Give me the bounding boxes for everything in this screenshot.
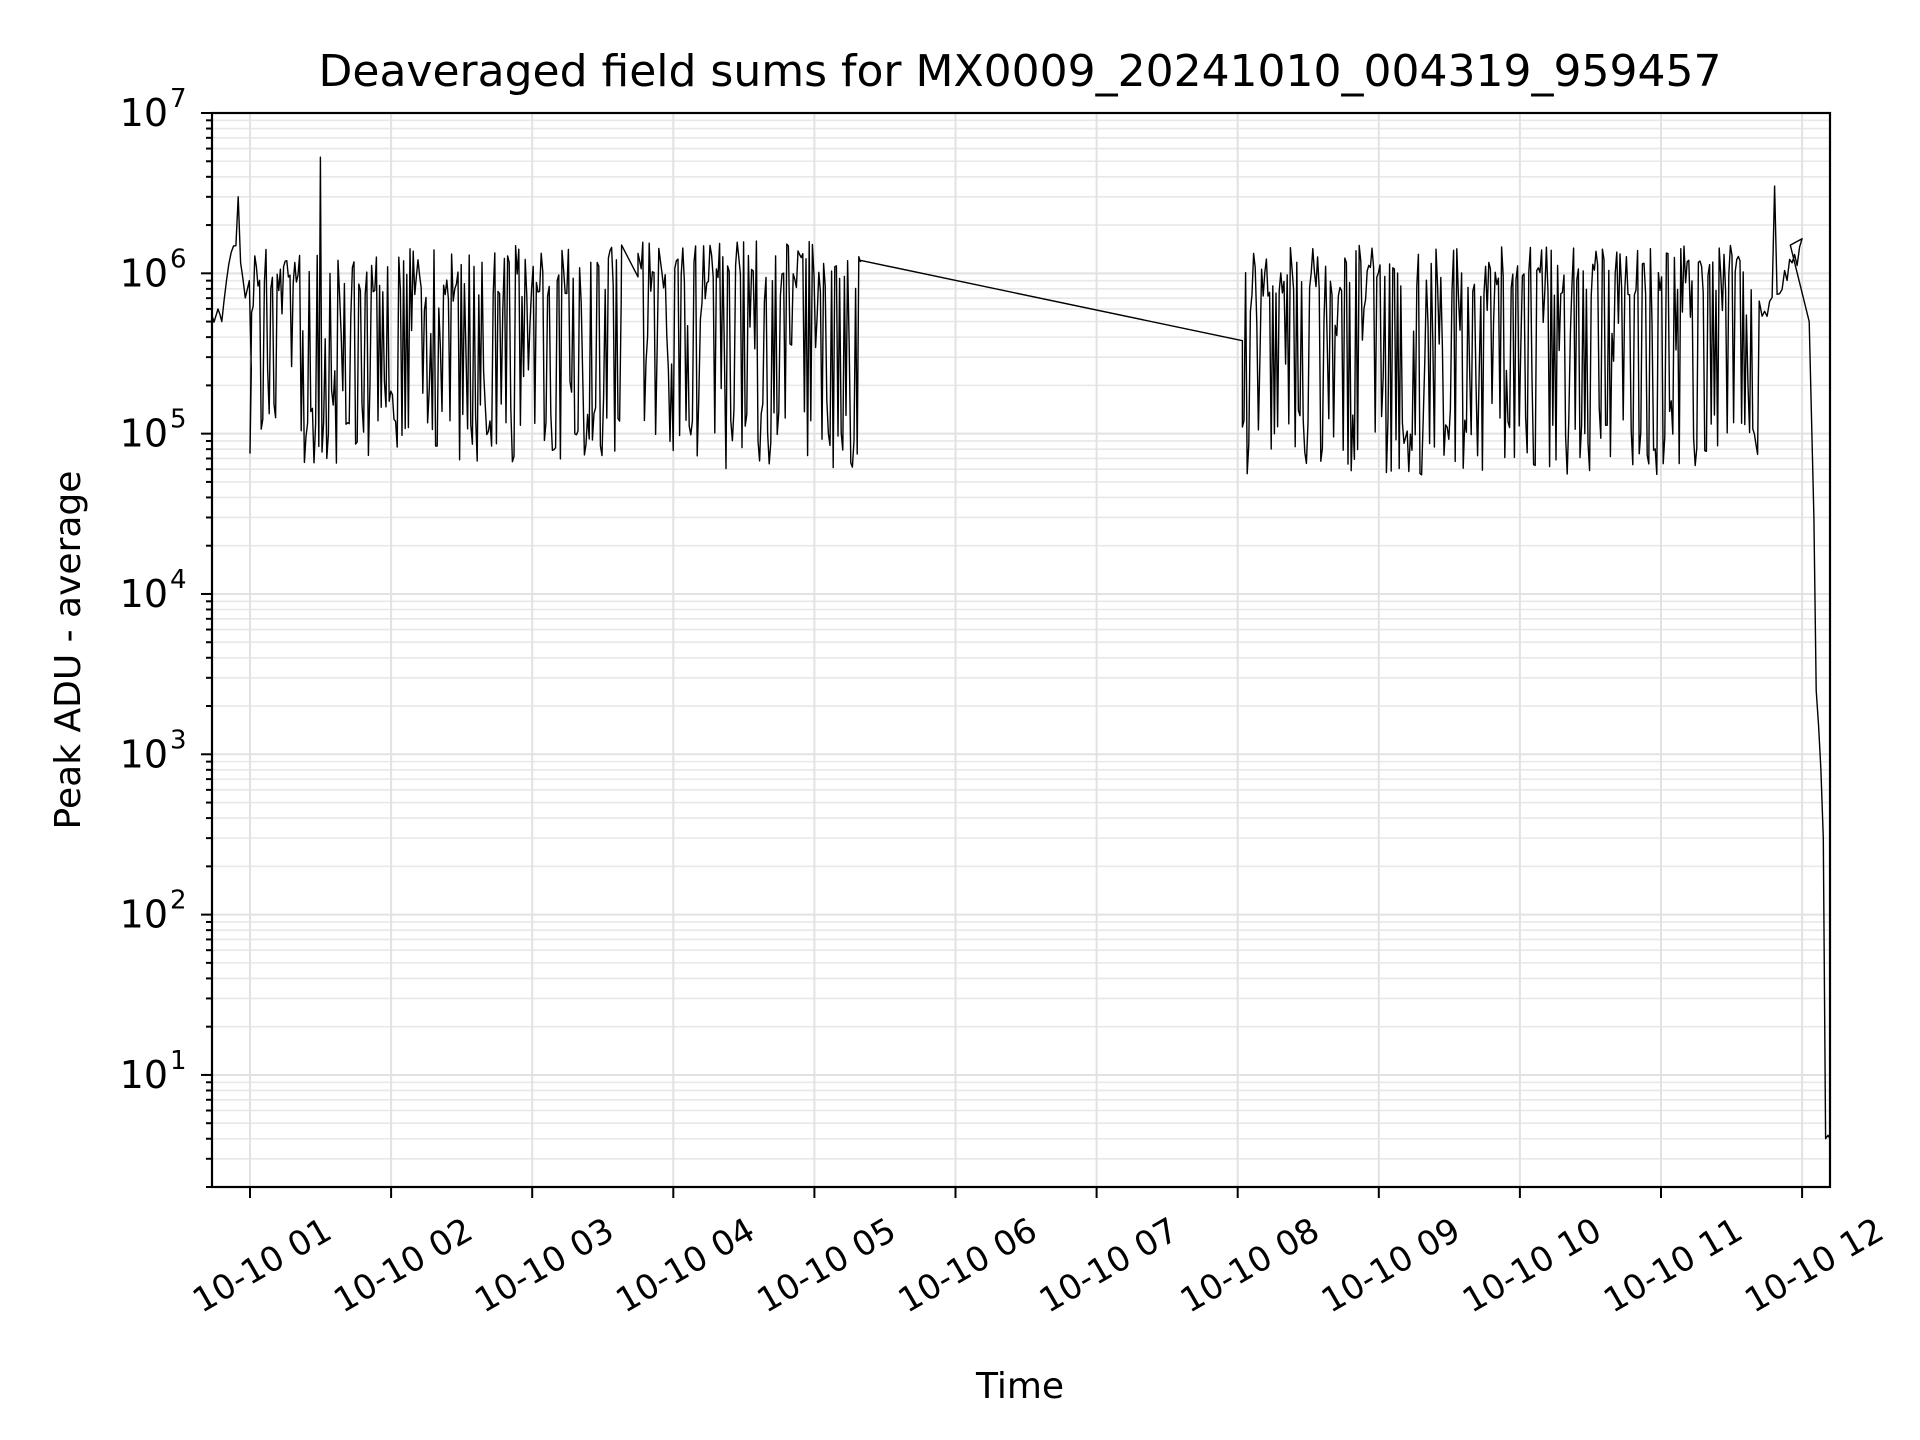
y-tick-label-exponent: 5	[170, 405, 187, 435]
y-tick-label-base: 10	[120, 572, 168, 616]
y-tick-label-exponent: 4	[170, 565, 187, 595]
y-tick-label-base: 10	[120, 893, 168, 937]
series-layer	[211, 156, 1831, 1140]
y-tick-label-base: 10	[120, 251, 168, 295]
y-tick-label-base: 10	[120, 1053, 168, 1097]
y-tick-label-exponent: 6	[170, 244, 187, 274]
chart-title: Deaveraged field sums for MX0009_2024101…	[319, 46, 1722, 97]
y-tick-label-exponent: 1	[170, 1046, 187, 1076]
y-tick-label-base: 10	[120, 412, 168, 456]
y-tick-label-base: 10	[120, 732, 168, 776]
y-tick-label-exponent: 2	[170, 886, 187, 916]
x-axis-label: Time	[975, 1366, 1064, 1407]
y-tick-label-exponent: 7	[170, 84, 187, 114]
series-line	[211, 156, 1831, 1140]
plot-frame	[210, 111, 1832, 1189]
y-tick-label-base: 10	[120, 91, 168, 135]
grid-layer	[212, 112, 1830, 1188]
y-axis-label: Peak ADU - average	[48, 471, 89, 830]
y-tick-label-exponent: 3	[170, 725, 187, 755]
